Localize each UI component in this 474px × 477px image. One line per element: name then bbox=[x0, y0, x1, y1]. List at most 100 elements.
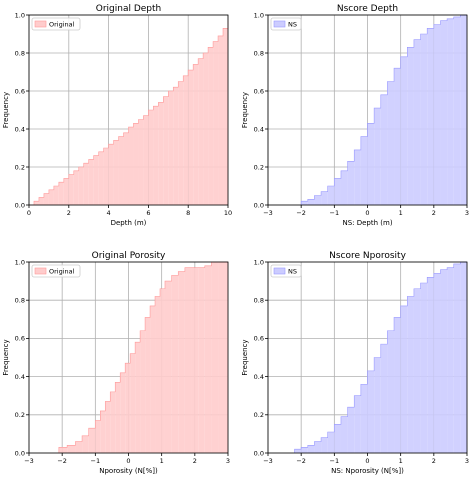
series-step-bar bbox=[340, 416, 348, 453]
series-step-bar bbox=[294, 449, 302, 453]
y-tick-label: 0.0 bbox=[15, 449, 25, 457]
series-step-bar bbox=[380, 344, 388, 453]
series-step-bar bbox=[68, 174, 74, 205]
series-step-bar bbox=[133, 123, 139, 205]
series-step-bar bbox=[48, 189, 54, 205]
legend-swatch bbox=[34, 267, 47, 275]
series-step-bar bbox=[125, 363, 131, 453]
y-tick-label: 0.2 bbox=[15, 163, 25, 171]
series-step-bar bbox=[130, 353, 136, 453]
x-tick-label: −2 bbox=[296, 209, 306, 217]
series-outline bbox=[58, 261, 228, 453]
series-step-bar bbox=[53, 186, 59, 205]
series-step-bar bbox=[307, 199, 315, 205]
series-step-bar bbox=[148, 110, 154, 205]
legend-label: Original bbox=[49, 21, 75, 29]
series-step-bar bbox=[460, 15, 467, 205]
x-axis-label: NS: Depth (m) bbox=[342, 219, 392, 227]
x-tick-label: −2 bbox=[57, 457, 67, 465]
series-step-bar bbox=[321, 437, 328, 453]
chart-panel-4: −3 −2 −1 0 1 2 3 0.0 0.2 0.4 0.6 0.8 1.0 Nscore Nporo… bbox=[241, 251, 469, 475]
x-tick-label: 1 bbox=[160, 457, 164, 465]
series-step-bar bbox=[135, 342, 141, 453]
y-tick-label: 1.0 bbox=[15, 258, 25, 266]
x-tick-label: −1 bbox=[330, 457, 340, 465]
series-step-bar bbox=[88, 159, 94, 205]
y-tick-label: 0.0 bbox=[15, 201, 25, 209]
chart-panel-3: −3 −2 −1 0 1 2 3 0.0 0.2 0.4 0.6 0.8 1.0 Original Por… bbox=[2, 251, 230, 475]
series-step-bar bbox=[184, 267, 192, 453]
y-tick-label: 0.8 bbox=[15, 297, 25, 305]
series-step-bar bbox=[223, 28, 228, 205]
series-step-bar bbox=[380, 94, 388, 205]
series-step-bar bbox=[413, 39, 421, 206]
series-step-bar bbox=[155, 296, 161, 453]
legend-swatch bbox=[273, 20, 286, 28]
series-step-bar bbox=[367, 123, 375, 205]
series-step-bar bbox=[100, 410, 106, 453]
series-step-bar bbox=[178, 81, 184, 205]
x-axis-label: Nporosity (N[%]) bbox=[99, 467, 158, 475]
series-step-bar bbox=[218, 35, 224, 206]
series-step-bar bbox=[334, 178, 341, 205]
series-step-bar bbox=[120, 372, 126, 453]
legend-label: NS bbox=[288, 268, 297, 276]
series-step-bar bbox=[447, 18, 454, 205]
series-step-bar bbox=[327, 431, 335, 453]
y-tick-label: 0.6 bbox=[15, 87, 25, 95]
series-step-bar bbox=[193, 64, 199, 206]
series-step-bar bbox=[360, 136, 368, 205]
series-step-bar bbox=[160, 288, 165, 453]
legend-swatch bbox=[273, 267, 286, 275]
x-tick-label: −3 bbox=[263, 209, 273, 217]
series-step-bar bbox=[118, 136, 124, 205]
x-tick-label: 3 bbox=[226, 457, 230, 465]
series-step-bar bbox=[105, 401, 111, 453]
series-step-bar bbox=[453, 263, 461, 453]
x-tick-label: −1 bbox=[330, 209, 340, 217]
x-axis-label: NS: Nporosity (N[%]) bbox=[331, 467, 404, 475]
x-tick-label: 2 bbox=[193, 457, 197, 465]
series-step-bar bbox=[83, 163, 89, 205]
series-step-bar bbox=[400, 56, 408, 205]
series-step-bar bbox=[453, 16, 461, 206]
y-tick-label: 0.4 bbox=[254, 373, 264, 381]
y-tick-label: 0.6 bbox=[254, 87, 264, 95]
chart-title: Nscore Nporosity bbox=[329, 251, 406, 261]
y-tick-label: 0.6 bbox=[254, 335, 264, 343]
series-step-bar bbox=[98, 151, 104, 205]
series-step-bar bbox=[95, 420, 101, 453]
series-step-bar bbox=[394, 317, 401, 453]
series-step-bar bbox=[198, 58, 204, 206]
x-tick-label: 8 bbox=[186, 209, 190, 217]
series-outline bbox=[300, 14, 467, 205]
x-tick-label: −3 bbox=[263, 457, 273, 465]
x-tick-label: 1 bbox=[399, 457, 403, 465]
series-step-bar bbox=[321, 191, 328, 205]
chart-title: Original Porosity bbox=[92, 251, 166, 261]
series-outline bbox=[29, 20, 229, 206]
series-step-bar bbox=[58, 447, 68, 453]
series-step-bar bbox=[191, 267, 199, 453]
series-step-bar bbox=[307, 445, 315, 453]
series-step-bar bbox=[420, 283, 428, 453]
series-step-bar bbox=[387, 330, 395, 453]
series-step-bar bbox=[67, 445, 76, 453]
series-step-bar bbox=[73, 170, 79, 205]
series-step-bar bbox=[407, 296, 414, 453]
x-tick-label: −2 bbox=[296, 457, 306, 465]
chart-title: Original Depth bbox=[96, 4, 162, 14]
series-step-bar bbox=[460, 262, 467, 453]
x-tick-label: 2 bbox=[432, 457, 436, 465]
x-tick-label: 4 bbox=[107, 209, 111, 217]
series-step-bar bbox=[58, 182, 64, 205]
series-step-bar bbox=[314, 441, 322, 453]
y-axis-label: Frequency bbox=[2, 339, 10, 375]
chart-panel-1: 0 2 4 6 8 10 0.0 0.2 0.4 0.6 0.8 1.0 Original Depth D… bbox=[2, 4, 232, 227]
series-step-bar bbox=[82, 435, 89, 453]
series-step-bar bbox=[113, 140, 119, 205]
y-tick-label: 0.4 bbox=[254, 125, 264, 133]
series-step-bar bbox=[440, 269, 448, 453]
y-tick-label: 0.6 bbox=[15, 335, 25, 343]
